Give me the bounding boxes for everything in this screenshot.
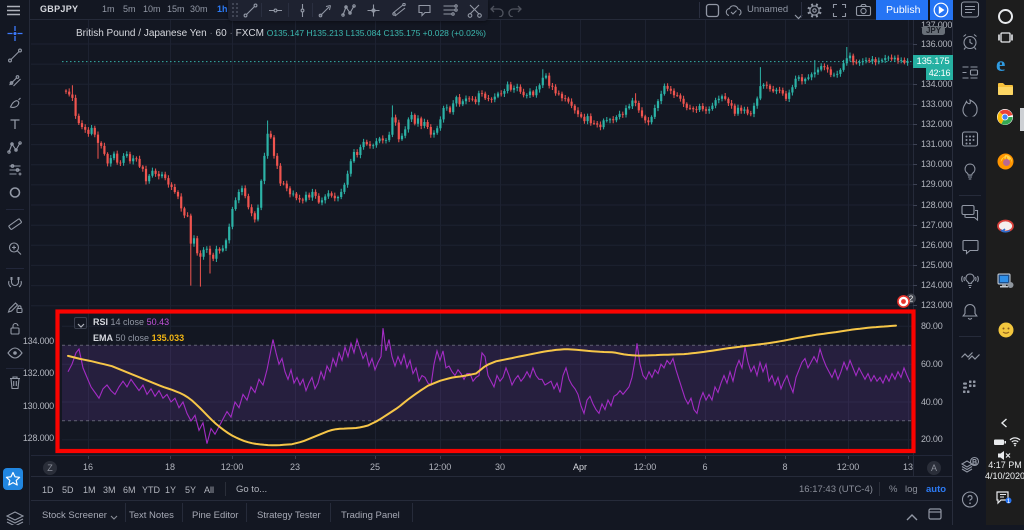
svg-text:2: 2 [909,295,914,304]
svg-text:1: 1 [1007,498,1011,505]
